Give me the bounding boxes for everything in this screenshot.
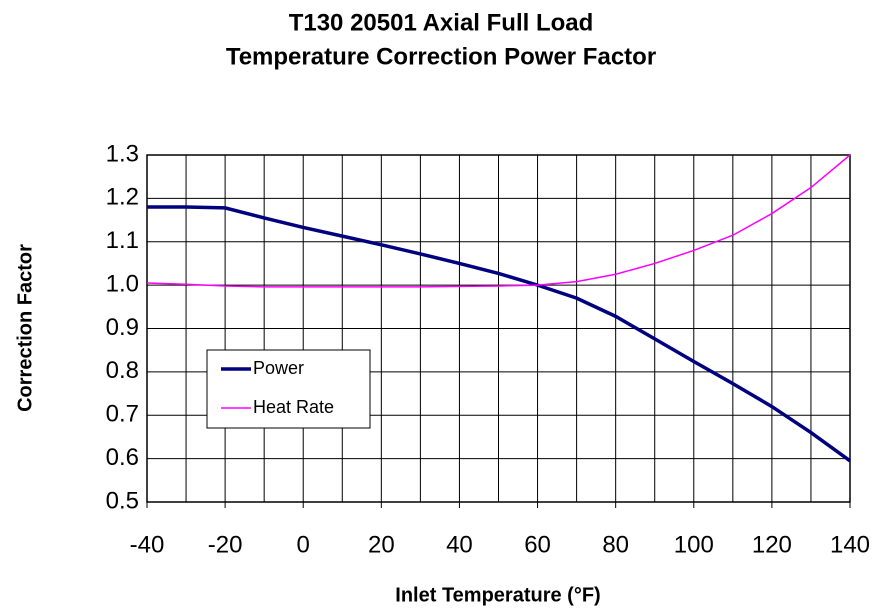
y-axis-label: Correction Factor	[14, 244, 36, 412]
x-tick-label: 120	[752, 531, 792, 558]
x-tick-label: -20	[208, 531, 243, 558]
chart-title: T130 20501 Axial Full Load	[289, 9, 594, 36]
x-tick-label: 20	[368, 531, 395, 558]
y-tick-label: 0.5	[106, 487, 139, 514]
y-tick-label: 1.1	[106, 227, 139, 254]
plot-frame	[146, 154, 851, 503]
line-series	[147, 205, 852, 463]
y-tick-label: 0.7	[106, 401, 139, 428]
x-tick-label: 0	[297, 531, 310, 558]
y-tick-label: 0.8	[106, 357, 139, 384]
y-tick-label: 1.2	[106, 184, 139, 211]
x-tick-label: 40	[446, 531, 473, 558]
x-tick-label: 80	[602, 531, 629, 558]
y-tick-label: 1.3	[106, 140, 139, 167]
x-tick-label: 100	[674, 531, 714, 558]
legend-label: Heat Rate	[253, 397, 334, 417]
y-tick-label: 0.6	[106, 444, 139, 471]
chart-subtitle: Temperature Correction Power Factor	[226, 43, 656, 70]
x-tick-label: 60	[524, 531, 551, 558]
legend-label: Power	[253, 358, 304, 378]
y-tick-label: 1.0	[106, 270, 139, 297]
legend-box	[206, 349, 371, 429]
x-tick-label: 140	[830, 531, 870, 558]
line-series	[146, 154, 851, 288]
y-tick-label: 0.9	[106, 314, 139, 341]
x-tick-label: -40	[130, 531, 165, 558]
x-axis-label: Inlet Temperature (°F)	[395, 584, 600, 606]
